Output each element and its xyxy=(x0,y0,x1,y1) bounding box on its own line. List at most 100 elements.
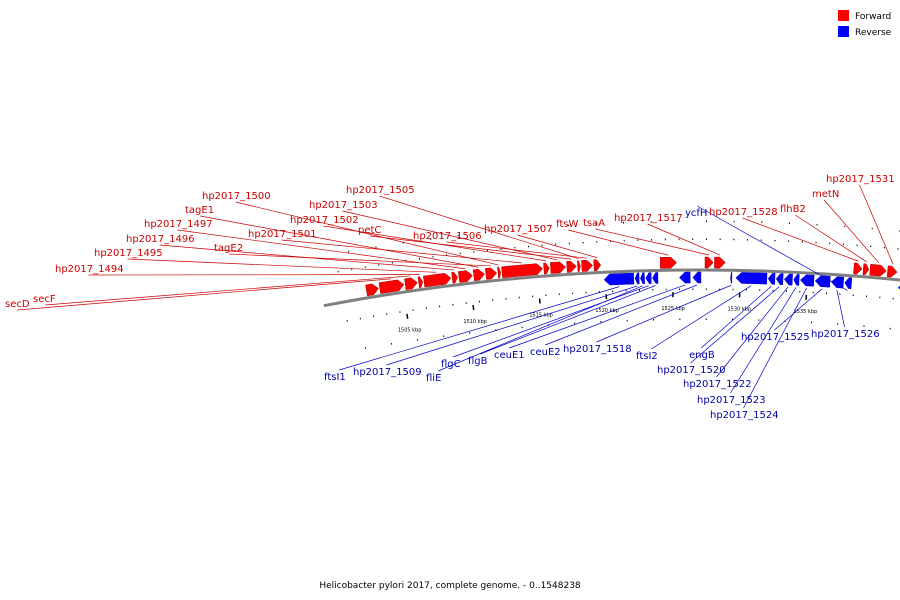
map-caption: Helicobacter pylori 2017, complete genom… xyxy=(319,581,581,591)
gene-label-hp2017-1524: hp2017_1524 xyxy=(710,410,779,421)
leader-line xyxy=(127,258,437,273)
gene-hp2017-1531[interactable] xyxy=(886,265,898,278)
leader-line xyxy=(379,195,579,259)
backbone-arc xyxy=(323,268,900,308)
leader-line xyxy=(568,229,669,256)
gene-label-flgb: flgB xyxy=(468,356,488,367)
gene-label-hp2017-1526: hp2017_1526 xyxy=(811,329,880,340)
leader-line xyxy=(509,284,685,349)
gene-hp2017-1528[interactable] xyxy=(853,262,863,275)
gene-flie[interactable] xyxy=(640,272,645,285)
gene-secd[interactable] xyxy=(378,279,405,294)
leader-line xyxy=(730,287,797,394)
gene-label-hp2017-1497: hp2017_1497 xyxy=(144,219,213,230)
gene-label-hp2017-1503: hp2017_1503 xyxy=(309,200,378,211)
gene-hp2017-1505[interactable] xyxy=(577,260,581,272)
legend-label-reverse: Reverse xyxy=(855,28,892,38)
gene-layer xyxy=(365,256,900,297)
leader-line xyxy=(45,275,411,306)
leader-line xyxy=(823,199,880,264)
gene-ycfh[interactable] xyxy=(844,277,853,290)
gene-flhb2[interactable] xyxy=(862,263,870,276)
gene-label-tage2: tagE2 xyxy=(214,243,243,254)
gene-ceue1[interactable] xyxy=(679,271,691,284)
gene-hp2017-1497[interactable] xyxy=(458,270,473,283)
gene-label-ftsi2: ftsI2 xyxy=(636,351,658,362)
gene-metn[interactable] xyxy=(869,263,887,277)
gene-label-engb: engB xyxy=(689,350,715,361)
gene-label-hp2017-1509: hp2017_1509 xyxy=(353,367,422,378)
gene-hp2017-1496[interactable] xyxy=(451,271,458,284)
gene-hp2017-1506[interactable] xyxy=(581,259,593,272)
tick-label: 1530 kbp xyxy=(728,306,752,312)
gene-ftsi2[interactable] xyxy=(735,272,768,285)
leader-line xyxy=(690,286,780,364)
gene-flgc[interactable] xyxy=(645,272,652,284)
gene-hp2017-1517[interactable] xyxy=(714,256,726,269)
gene-label-tage1: tagE1 xyxy=(185,205,214,216)
leader-line xyxy=(370,235,572,260)
gene-label-hp2017-1517: hp2017_1517 xyxy=(614,213,683,224)
gene-label-hp2017-1500: hp2017_1500 xyxy=(202,191,271,202)
leader-line xyxy=(281,239,522,264)
leader-line xyxy=(229,253,491,267)
gene-hp2017-1495[interactable] xyxy=(422,273,452,288)
leader-line xyxy=(480,285,656,355)
gene-label-hp2017-1495: hp2017_1495 xyxy=(94,248,163,259)
gene-label-ceue1: ceuE1 xyxy=(494,350,525,361)
gene-petc[interactable] xyxy=(566,260,577,273)
gene-unlabeled-0[interactable] xyxy=(365,283,379,297)
leader-line xyxy=(453,285,649,358)
leader-line xyxy=(342,210,558,261)
leader-line xyxy=(339,286,620,371)
gene-label-tsaa: tsaA xyxy=(583,218,605,229)
gene-hp2017-1526[interactable] xyxy=(830,276,845,289)
gene-label-metn: metN xyxy=(812,189,839,200)
leader-line xyxy=(596,284,732,343)
gene-ftsw[interactable] xyxy=(659,256,677,269)
gene-hp2017-1523[interactable] xyxy=(793,274,800,286)
gene-hp2017-1509[interactable] xyxy=(634,272,640,285)
gene-ftsi1[interactable] xyxy=(603,272,635,286)
gene-hp2017-1507[interactable] xyxy=(593,259,602,272)
gene-label-flie: fliE xyxy=(426,373,441,384)
gene-engb[interactable] xyxy=(767,273,776,285)
leader-line xyxy=(517,234,598,258)
leader-line xyxy=(545,284,698,346)
leader-line xyxy=(651,285,752,350)
gene-label-ycfh: ycfH xyxy=(685,208,707,219)
gene-hp2017-1525[interactable] xyxy=(814,275,831,288)
gene-label-flhb2: flhB2 xyxy=(780,204,806,215)
gene-hp2017-1524[interactable] xyxy=(800,274,815,287)
gene-label-hp2017-1518: hp2017_1518 xyxy=(563,344,632,355)
gene-hp2017-1502[interactable] xyxy=(543,262,550,275)
gene-ceue2[interactable] xyxy=(692,271,702,284)
backbone-layer xyxy=(323,268,900,308)
legend-item-reverse: Reverse xyxy=(838,26,892,38)
tick-label: 1525 kbp xyxy=(661,306,685,312)
gene-hp2017-1494[interactable] xyxy=(417,276,423,289)
gene-hp2017-1501[interactable] xyxy=(501,263,543,279)
leader-line xyxy=(446,241,587,259)
leader-line xyxy=(742,217,859,262)
gene-hp2017-1520[interactable] xyxy=(775,273,784,285)
gene-label-hp2017-1496: hp2017_1496 xyxy=(126,234,195,245)
gene-label-petc: petC xyxy=(358,225,381,236)
gene-hp2017-1500[interactable] xyxy=(497,266,501,279)
gene-secf[interactable] xyxy=(404,277,418,290)
gene-hp2017-1522[interactable] xyxy=(783,273,793,286)
gene-label-secf: secF xyxy=(33,294,56,305)
gene-label-hp2017-1523: hp2017_1523 xyxy=(697,395,766,406)
gene-hp2017-1518[interactable] xyxy=(730,271,733,284)
legend: Forward Reverse xyxy=(838,10,892,38)
leader-line xyxy=(859,184,894,265)
gene-tsaa[interactable] xyxy=(704,256,714,269)
gene-tage2[interactable] xyxy=(485,267,498,280)
gene-tage1[interactable] xyxy=(472,268,485,282)
leader-line xyxy=(795,214,867,263)
gene-hp2017-1503[interactable] xyxy=(549,261,566,274)
gene-label-hp2017-1520: hp2017_1520 xyxy=(657,365,726,376)
gene-flgb[interactable] xyxy=(652,272,659,284)
